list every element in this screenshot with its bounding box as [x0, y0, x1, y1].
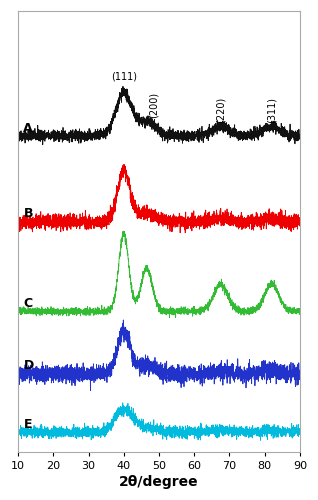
Text: D: D	[24, 360, 34, 372]
Text: B: B	[24, 208, 33, 220]
Text: (220): (220)	[216, 96, 225, 122]
X-axis label: 2θ/degree: 2θ/degree	[119, 475, 199, 489]
Text: A: A	[24, 122, 33, 134]
Text: (200): (200)	[149, 92, 158, 118]
Text: (111): (111)	[111, 72, 137, 82]
Text: (311): (311)	[267, 96, 277, 122]
Text: E: E	[24, 418, 32, 431]
Text: C: C	[24, 297, 32, 310]
